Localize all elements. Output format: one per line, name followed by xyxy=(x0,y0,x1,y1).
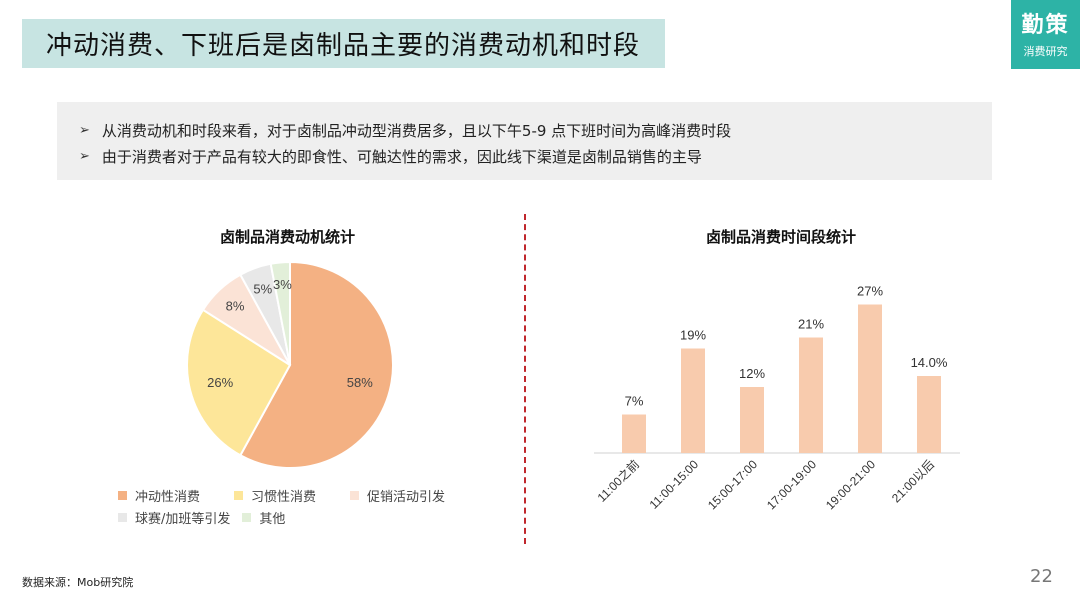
legend-label: 其他 xyxy=(259,511,286,527)
pie-slice xyxy=(269,260,291,366)
legend-swatch xyxy=(118,512,127,522)
bar xyxy=(622,414,646,453)
pie-slice xyxy=(239,260,394,469)
legend-item: 冲动性消费 xyxy=(118,486,200,505)
pie-chart-title: 卤制品消费动机统计 xyxy=(220,228,356,246)
data-source: 数据来源：Mob研究院 xyxy=(22,576,134,589)
legend-swatch xyxy=(234,490,244,500)
bar-value-label: 14.0% xyxy=(911,355,948,370)
legend-label: 冲动性消费 xyxy=(135,489,201,505)
section-divider xyxy=(524,214,526,544)
summary-box: ➢ 从消费动机和时段来看，对于卤制品冲动型消费居多，且以下午5-9 点下班时间为… xyxy=(57,102,992,180)
bar xyxy=(858,304,882,453)
legend-label: 球赛/加班等引发 xyxy=(135,511,231,527)
pie-slice-label: 3% xyxy=(273,277,292,292)
legend-swatch xyxy=(350,490,360,500)
pie-chart: 58% 26% 8% 5% 3% xyxy=(185,260,394,469)
summary-bullet: ➢ 从消费动机和时段来看，对于卤制品冲动型消费居多，且以下午5-9 点下班时间为… xyxy=(79,118,992,144)
bar-chart: 7% 11:00之前 19% 11:00-15:00 12% 15:00-17:00 21%… xyxy=(594,284,960,512)
x-tick-label: 11:00-15:00 xyxy=(647,457,702,512)
pie-legend: 冲动性消费 习惯性消费 促销活动引发 球赛/加班等引发 其他 xyxy=(118,484,479,528)
pie-slice-label: 26% xyxy=(207,375,233,390)
page-number: 22 xyxy=(1030,566,1053,587)
pie-slice-label: 5% xyxy=(253,281,272,296)
x-tick-label: 17:00-19:00 xyxy=(764,457,819,512)
bar-value-label: 7% xyxy=(625,394,644,409)
legend-swatch xyxy=(118,490,127,500)
legend-label: 习惯性消费 xyxy=(251,489,317,505)
pie-slice xyxy=(185,308,292,457)
legend-item: 促销活动引发 xyxy=(350,486,445,505)
logo-sub-text: 消费研究 xyxy=(1023,45,1068,58)
legend-item: 习惯性消费 xyxy=(234,486,316,505)
brand-logo: 勤策 消费研究 xyxy=(1011,0,1080,69)
summary-bullet-text: 从消费动机和时段来看，对于卤制品冲动型消费居多，且以下午5-9 点下班时间为高峰… xyxy=(101,122,732,140)
bar xyxy=(799,337,823,453)
arrow-bullet-icon: ➢ xyxy=(79,149,90,164)
pie-slice-label: 58% xyxy=(347,375,373,390)
x-tick-label: 15:00-17:00 xyxy=(705,457,760,512)
bar-value-label: 19% xyxy=(680,328,706,343)
pie-slice-label: 8% xyxy=(226,298,245,313)
bar-value-label: 21% xyxy=(798,317,824,332)
bar-value-label: 12% xyxy=(739,366,765,381)
bar xyxy=(681,348,705,453)
legend-swatch xyxy=(242,512,252,522)
bar-chart-title: 卤制品消费时间段统计 xyxy=(706,228,857,246)
summary-bullet-text: 由于消费者对于产品有较大的即食性、可触达性的需求，因此线下渠道是卤制品销售的主导 xyxy=(101,148,702,166)
bar xyxy=(917,376,941,453)
page-title: 冲动消费、下班后是卤制品主要的消费动机和时段 xyxy=(46,31,641,61)
summary-bullet: ➢ 由于消费者对于产品有较大的即食性、可触达性的需求，因此线下渠道是卤制品销售的… xyxy=(79,144,992,170)
title-bar: 冲动消费、下班后是卤制品主要的消费动机和时段 xyxy=(22,19,665,68)
legend-item: 球赛/加班等引发 xyxy=(118,508,230,527)
x-tick-label: 21:00以后 xyxy=(889,457,937,505)
bar-value-label: 27% xyxy=(857,284,883,299)
legend-item: 其他 xyxy=(242,508,285,527)
logo-main-text: 勤策 xyxy=(1021,12,1070,38)
x-tick-label: 11:00之前 xyxy=(594,457,642,505)
arrow-bullet-icon: ➢ xyxy=(79,123,90,138)
x-tick-label: 19:00-21:00 xyxy=(823,457,878,512)
legend-label: 促销活动引发 xyxy=(367,489,446,505)
bar xyxy=(740,387,764,453)
